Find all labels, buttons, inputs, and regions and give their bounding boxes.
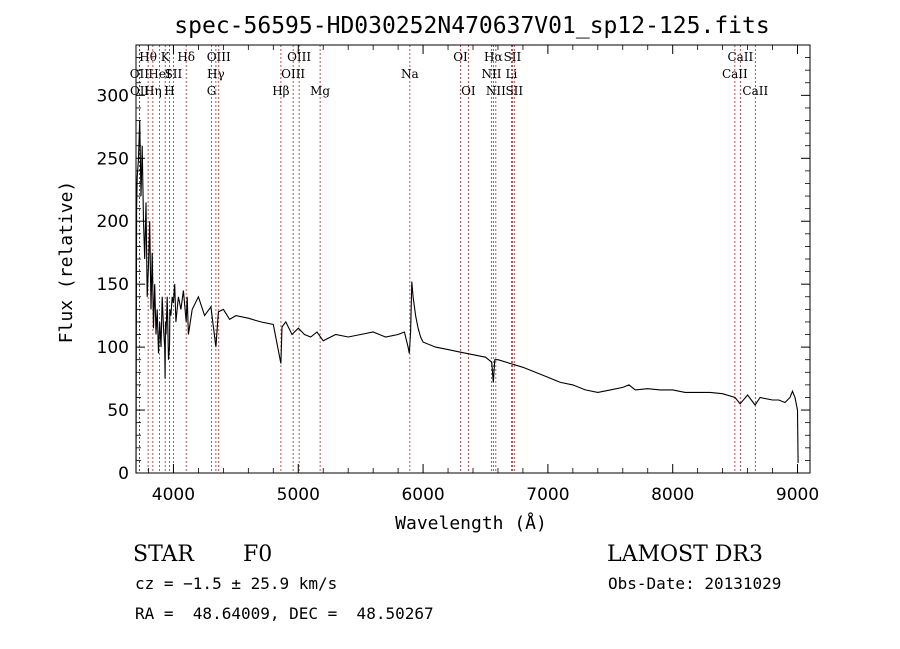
line-marker-label: Hη [144, 84, 162, 98]
line-marker-label: Hθ [139, 50, 157, 64]
x-tick-label: 8000 [651, 485, 694, 505]
spectrum-line [135, 120, 799, 474]
line-marker-label: Li [506, 67, 518, 81]
plot-frame [135, 44, 811, 474]
y-axis-ticks: 0 50 100 150 200 250 300 [97, 57, 810, 484]
y-tick-label: 50 [107, 401, 129, 421]
line-marker-label: Hγ [207, 67, 225, 81]
line-marker-label: OII [130, 84, 150, 98]
line-marker-label: CaII [722, 67, 748, 81]
y-tick-label: 250 [97, 149, 129, 169]
line-marker-label: HeI [148, 67, 171, 81]
line-marker-label: OI [453, 50, 468, 64]
line-marker-label: NII [486, 84, 506, 98]
line-marker-label: OIII [287, 50, 311, 64]
line-marker-label: OIII [281, 67, 305, 81]
survey-name: LAMOST DR3 [607, 542, 763, 567]
redshift-cz: cz = −1.5 ± 25.9 km/s [135, 574, 337, 593]
line-markers [138, 45, 756, 473]
line-marker-label: NII [481, 67, 501, 81]
chart-title: spec-56595-HD030252N470637V01_sp12-125.f… [174, 13, 769, 39]
y-tick-label: 0 [118, 464, 129, 484]
line-marker-label: K [161, 50, 171, 64]
x-tick-label: 4000 [152, 485, 195, 505]
line-marker-label: SII [505, 84, 523, 98]
line-marker-label: G [207, 84, 217, 98]
line-marker-label: SII [504, 50, 522, 64]
object-class: STAR [133, 542, 195, 567]
line-marker-label: H [164, 84, 174, 98]
line-marker-label: Hβ [272, 84, 289, 98]
line-marker-label: Hα [484, 50, 503, 64]
x-tick-label: 7000 [526, 485, 569, 505]
line-marker-label: OI [461, 84, 476, 98]
line-marker-label: CaII [742, 84, 768, 98]
y-tick-label: 100 [97, 338, 129, 358]
object-subclass: F0 [243, 542, 272, 567]
line-marker-label: Na [401, 67, 419, 81]
line-marker-label: OIII [207, 50, 231, 64]
line-marker-label: CaII [727, 50, 753, 64]
line-marker-label: Mg [310, 84, 330, 98]
x-tick-label: 9000 [776, 485, 819, 505]
x-axis-label: Wavelength (Å) [395, 512, 547, 534]
coordinates: RA = 48.64009, DEC = 48.50267 [135, 604, 434, 623]
y-tick-label: 300 [97, 86, 129, 106]
line-marker-label: SII [165, 67, 183, 81]
x-tick-label: 5000 [277, 485, 320, 505]
line-marker-label: OII [130, 67, 150, 81]
y-axis-label: Flux (relative) [56, 181, 77, 344]
x-axis-ticks: 4000 5000 6000 7000 8000 9000 [148, 45, 819, 505]
y-tick-label: 150 [97, 275, 129, 295]
line-marker-label: Hδ [177, 50, 195, 64]
obs-date: Obs-Date: 20131029 [608, 574, 781, 593]
y-tick-label: 200 [97, 212, 129, 232]
x-tick-label: 6000 [401, 485, 444, 505]
